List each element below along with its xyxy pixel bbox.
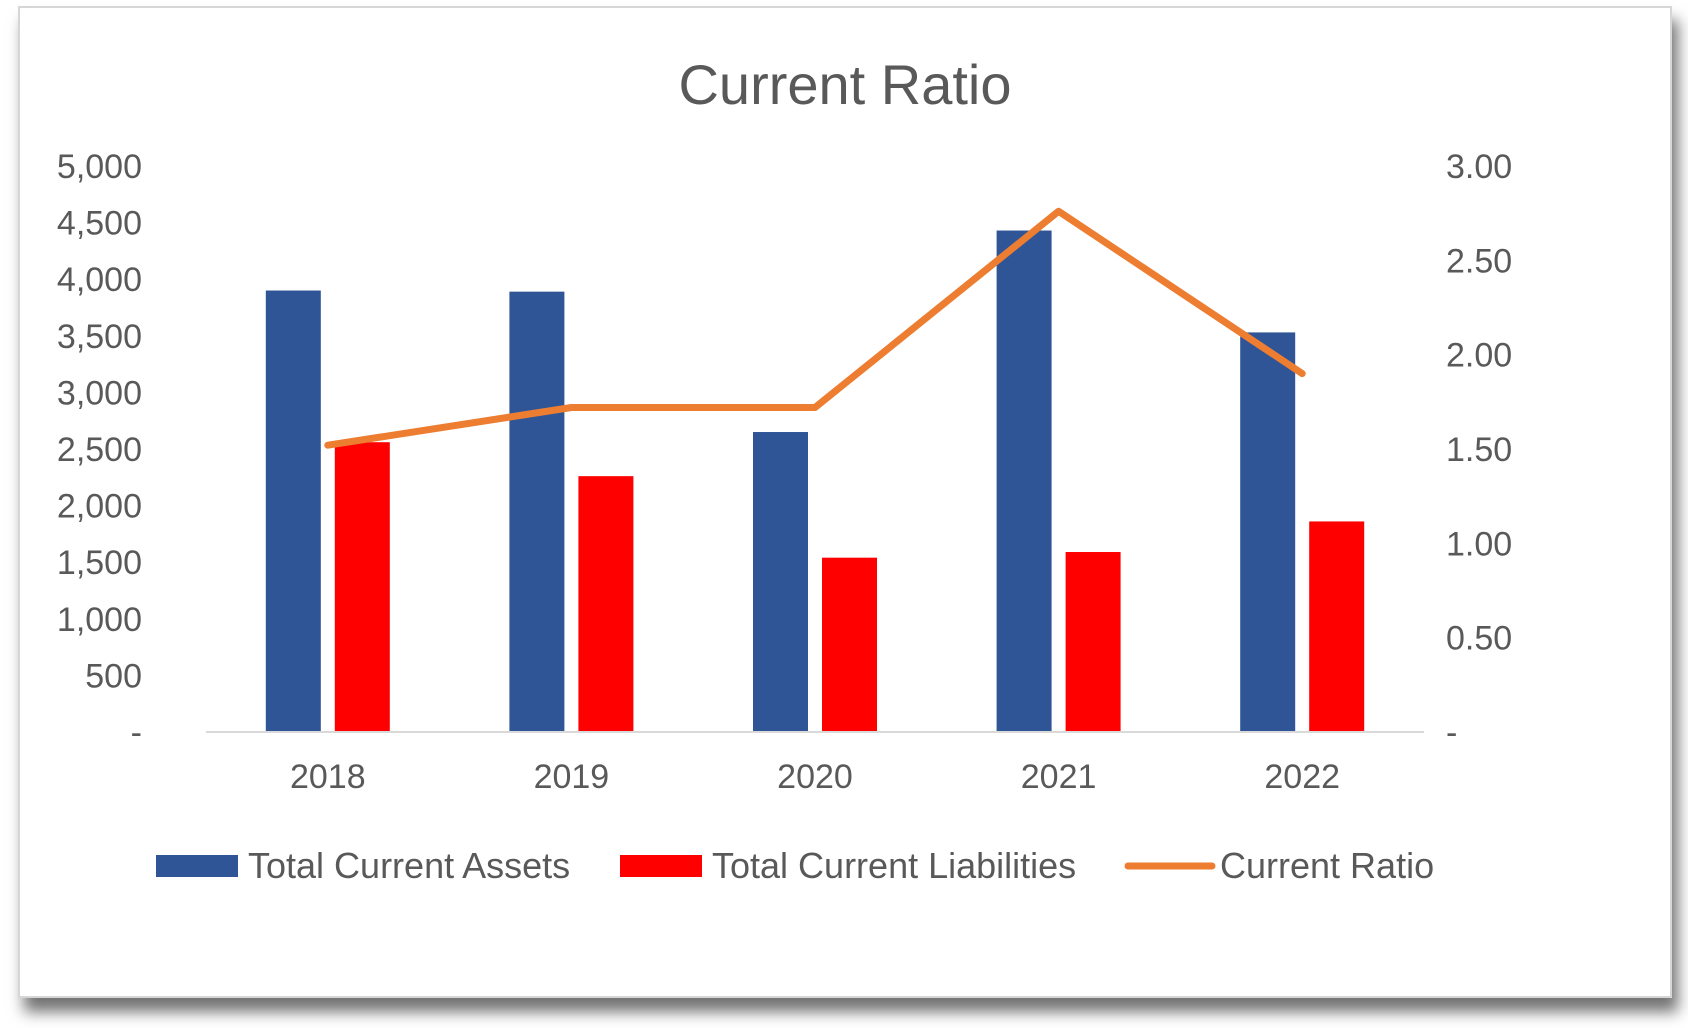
bar-total-current-assets-2020 xyxy=(753,432,808,732)
left-axis-tick-label: 3,000 xyxy=(57,374,142,412)
chart-card: Current Ratio - 500 1,000 1,500 2,000 2,500 3,… xyxy=(18,6,1672,998)
left-axis-tick-label: 3,500 xyxy=(57,318,142,356)
left-axis-tick-label: 4,000 xyxy=(57,261,142,299)
left-axis-tick-label: 1,500 xyxy=(57,544,142,582)
x-axis-tick-label: 2019 xyxy=(534,758,610,796)
x-axis-tick-label: 2022 xyxy=(1264,758,1340,796)
bar-series xyxy=(265,230,1365,733)
bar-total-current-liabilities-2020 xyxy=(822,557,877,732)
x-axis-tick-label: 2020 xyxy=(777,758,853,796)
right-axis-tick-label: 2.00 xyxy=(1446,337,1512,375)
bar-total-current-assets-2018 xyxy=(265,290,321,732)
right-axis-tick-label: 2.50 xyxy=(1446,242,1512,280)
legend: Total Current Assets Total Current Liabil… xyxy=(156,845,1434,886)
bar-total-current-liabilities-2019 xyxy=(578,476,634,732)
x-axis-tick-label: 2021 xyxy=(1021,758,1097,796)
x-axis-tick-label: 2018 xyxy=(290,758,366,796)
legend-swatch-total-current-liabilities xyxy=(620,855,702,877)
right-axis-tick-label: 1.00 xyxy=(1446,525,1512,563)
right-axis-tick-label: - xyxy=(1446,714,1457,752)
line-current-ratio xyxy=(324,207,1306,449)
legend-label-current-ratio: Current Ratio xyxy=(1220,845,1434,886)
left-axis-tick-label: 1,000 xyxy=(57,601,142,639)
line-series xyxy=(324,207,1306,449)
bar-total-current-liabilities-2022 xyxy=(1309,521,1365,732)
legend-label-total-current-assets: Total Current Assets xyxy=(248,845,570,886)
right-axis-tick-label: 1.50 xyxy=(1446,431,1512,469)
legend-label-total-current-liabilities: Total Current Liabilities xyxy=(712,845,1076,886)
bar-total-current-assets-2021 xyxy=(996,230,1052,733)
left-axis-tick-label: 5,000 xyxy=(57,148,142,186)
x-axis-ticks: 2018 2019 2020 2021 2022 xyxy=(290,758,1340,796)
left-axis-ticks: - 500 1,000 1,500 2,000 2,500 3,000 3,500 4,000 4… xyxy=(57,148,142,752)
chart-title: Current Ratio xyxy=(678,53,1011,116)
bar-total-current-liabilities-2021 xyxy=(1065,552,1121,732)
legend-swatch-total-current-assets xyxy=(156,855,238,877)
bar-total-current-liabilities-2018 xyxy=(334,442,390,732)
bar-total-current-assets-2022 xyxy=(1240,332,1296,732)
right-axis-tick-label: 3.00 xyxy=(1446,148,1512,186)
combo-chart: Current Ratio - 500 1,000 1,500 2,000 2,500 3,… xyxy=(57,53,1512,886)
bar-total-current-assets-2019 xyxy=(509,291,565,732)
left-axis-tick-label: - xyxy=(131,714,142,752)
right-axis-ticks: - 0.50 1.00 1.50 2.00 2.50 3.00 xyxy=(1446,148,1512,752)
left-axis-tick-label: 500 xyxy=(85,657,142,695)
left-axis-tick-label: 4,500 xyxy=(57,205,142,243)
left-axis-tick-label: 2,000 xyxy=(57,488,142,526)
left-axis-tick-label: 2,500 xyxy=(57,431,142,469)
right-axis-tick-label: 0.50 xyxy=(1446,620,1512,658)
